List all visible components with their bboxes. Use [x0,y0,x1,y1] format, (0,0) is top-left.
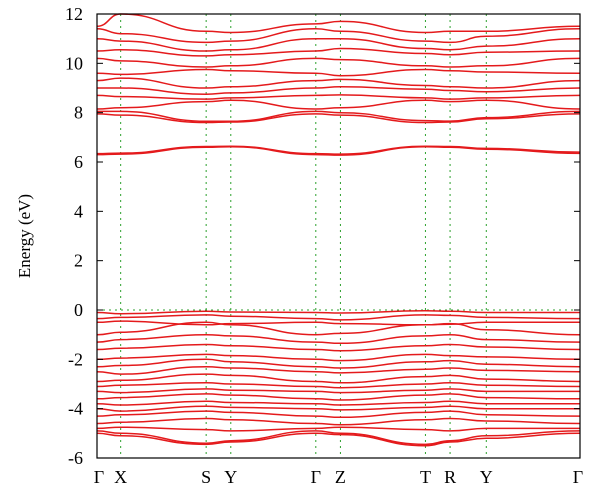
x-tick-label: Γ [311,467,321,487]
x-tick-label: X [114,467,127,487]
band-line-10 [96,47,581,57]
band-line-20 [96,353,581,362]
band-line-30 [96,417,581,426]
band-line-26 [96,393,581,401]
band-line-5 [96,94,581,100]
band-line-18 [96,333,581,345]
y-tick-label: 6 [74,152,83,172]
band-line-14 [96,309,581,315]
band-line-22 [96,365,581,375]
x-tick-label: T [420,467,431,487]
band-line-12 [96,28,581,44]
band-line-1 [96,145,581,155]
band-line-25 [96,388,580,394]
x-tick-label: Z [335,467,346,487]
band-line-21 [96,358,581,369]
y-axis: -6 -4 -2 0 2 4 6 8 10 12 [65,4,580,468]
band-line-11 [96,37,581,52]
y-axis-label: Energy (eV) [15,194,34,278]
bands-layer [96,13,581,447]
band-line-31 [96,426,580,432]
band-line-2 [96,113,581,124]
band-line-28 [96,405,580,412]
band-line-17 [96,321,581,336]
band-line-6 [96,86,581,95]
y-tick-label: 10 [65,53,83,73]
band-line-19 [96,343,581,352]
band-line-9 [96,57,581,68]
y-tick-label: 0 [74,300,83,320]
x-tick-label: Y [480,467,493,487]
x-tick-label: Γ [573,467,583,487]
band-line-24 [96,382,581,389]
band-line-23 [96,373,581,384]
band-line-33 [96,432,581,447]
x-tick-label: Y [224,467,237,487]
band-line-29 [96,410,581,419]
band-line-3 [97,110,581,123]
band-line-16 [96,320,580,326]
band-line-7 [96,77,581,89]
x-tick-label: R [444,467,456,487]
y-tick-label: -4 [68,399,83,419]
x-tick-label: S [201,467,211,487]
y-tick-label: 12 [65,4,83,24]
y-tick-label: 4 [74,201,83,221]
band-line-13 [96,13,581,34]
y-tick-label: -6 [68,448,83,468]
band-line-32 [96,430,581,446]
y-tick-label: 8 [74,103,83,123]
y-tick-label: -2 [68,349,83,369]
x-tick-label: Γ [94,467,104,487]
plot-frame [96,13,581,459]
band-line-4 [96,99,581,110]
band-line-15 [96,314,581,321]
band-line-0 [96,145,581,156]
y-tick-label: 2 [74,251,83,271]
band-line-8 [96,68,581,77]
band-line-27 [96,400,580,406]
